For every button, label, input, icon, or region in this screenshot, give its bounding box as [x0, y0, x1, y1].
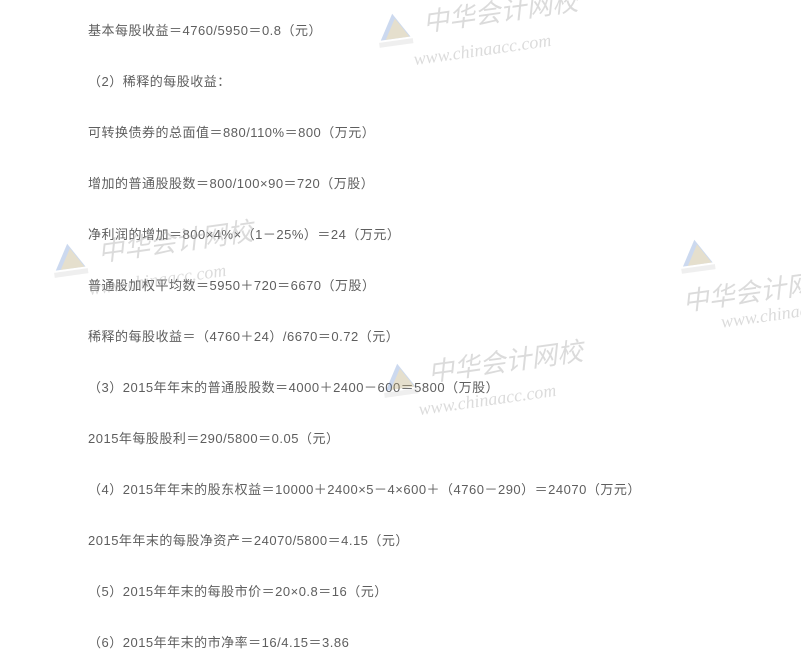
calc-line: 普通股加权平均数＝5950＋720＝6670（万股）: [88, 275, 801, 294]
calc-line: （6）2015年年末的市净率＝16/4.15＝3.86: [88, 632, 801, 651]
calc-line: 2015年年末的每股净资产＝24070/5800＝4.15（元）: [88, 530, 801, 549]
calc-line: 稀释的每股收益＝（4760＋24）/6670＝0.72（元）: [88, 326, 801, 345]
calc-line: 可转换债券的总面值＝880/110%＝800（万元）: [88, 122, 801, 141]
calc-line: 净利润的增加＝800×4%×（1－25%）＝24（万元）: [88, 224, 801, 243]
calc-line: （5）2015年年末的每股市价＝20×0.8＝16（元）: [88, 581, 801, 600]
calc-line: 基本每股收益＝4760/5950＝0.8（元）: [88, 20, 801, 39]
calc-line: 增加的普通股股数＝800/100×90＝720（万股）: [88, 173, 801, 192]
calc-line: （3）2015年年末的普通股股数＝4000＋2400－600＝5800（万股）: [88, 377, 801, 396]
document-content: 基本每股收益＝4760/5950＝0.8（元） （2）稀释的每股收益： 可转换债…: [0, 0, 801, 651]
calc-line: 2015年每股股利＝290/5800＝0.05（元）: [88, 428, 801, 447]
calc-line: （4）2015年年末的股东权益＝10000＋2400×5－4×600＋（4760…: [88, 479, 801, 498]
calc-line: （2）稀释的每股收益：: [88, 71, 801, 90]
